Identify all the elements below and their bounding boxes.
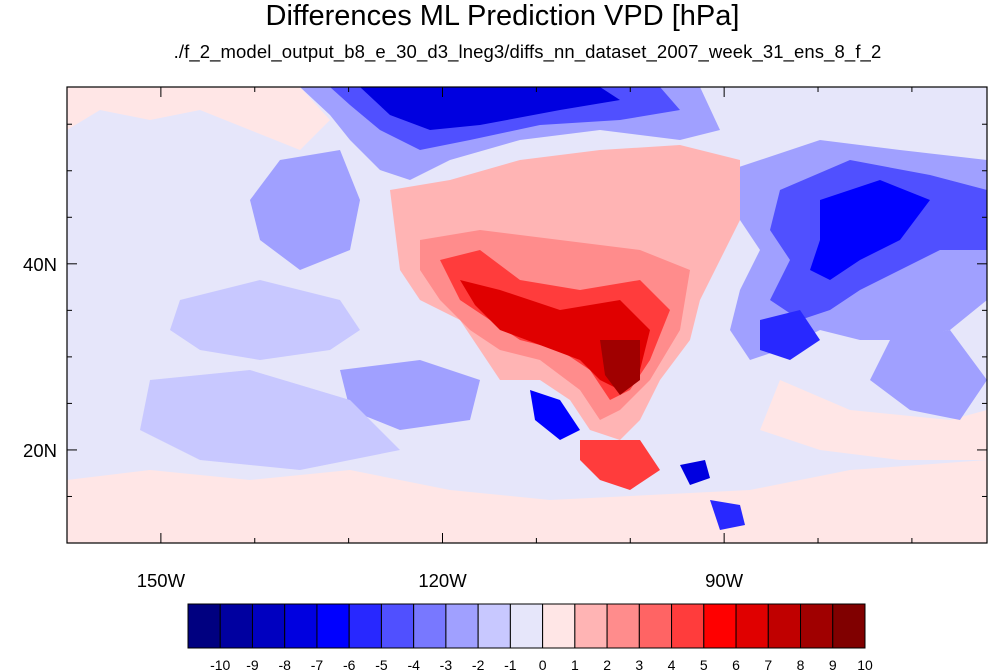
- colorbar-box: [800, 603, 834, 649]
- colorbar-box: [767, 603, 802, 649]
- colorbar-label: 0: [539, 657, 547, 672]
- anomaly-region: [340, 360, 480, 430]
- colorbar-box: [735, 603, 769, 649]
- colorbar-box: [187, 603, 221, 649]
- colorbar-box: [380, 603, 415, 649]
- anomaly-region: [870, 330, 987, 420]
- colorbar-box: [638, 603, 673, 649]
- colorbar-box: [671, 603, 705, 649]
- colorbar-box: [509, 603, 544, 649]
- colorbar-box: [542, 603, 576, 649]
- colorbar-box: [413, 603, 447, 649]
- colorbar-box: [348, 603, 382, 649]
- lon-tick-label: 90W: [705, 570, 744, 591]
- colorbar-label: 5: [700, 657, 708, 672]
- colorbar-boxes: [187, 603, 866, 649]
- colorbar-box: [832, 603, 866, 649]
- colorbar-label: -1: [504, 657, 517, 672]
- colorbar-label: -7: [311, 657, 324, 672]
- anomaly-region: [67, 460, 987, 543]
- anomaly-region: [810, 180, 930, 280]
- difference-field: [67, 87, 987, 543]
- colorbar-label: -5: [375, 657, 388, 672]
- colorbar-labels: -10 -9 -8 -7 -6 -5 -4 -3 -2 -1 0 1 2 3 4 5 6 7 8 9 10: [210, 657, 873, 672]
- map-border: [66, 86, 988, 544]
- anomaly-region: [360, 87, 620, 130]
- anomaly-region: [530, 390, 580, 440]
- colorbar-label: 4: [668, 657, 676, 672]
- anomaly-region: [760, 310, 820, 360]
- anomaly-region: [580, 440, 660, 490]
- colorbar-label: 3: [635, 657, 643, 672]
- anomaly-region: [600, 340, 640, 395]
- chart-title: Differences ML Prediction VPD [hPa]: [265, 0, 740, 32]
- colorbar-label: 6: [732, 657, 740, 672]
- colorbar-box: [703, 603, 737, 649]
- axis-ticks: 150W 120W 90W 40N 20N: [23, 87, 987, 591]
- anomaly-region: [710, 500, 745, 530]
- anomaly-region: [250, 150, 360, 270]
- colorbar-box: [606, 603, 640, 649]
- colorbar-label: -4: [407, 657, 420, 672]
- chart-subtitle: ./f_2_model_output_b8_e_30_d3_lneg3/diff…: [173, 41, 882, 62]
- colorbar-label: -8: [278, 657, 291, 672]
- colorbar-label: 8: [797, 657, 805, 672]
- colorbar-label: 9: [829, 657, 837, 672]
- colorbar-box: [477, 603, 511, 649]
- lat-tick-label: 20N: [23, 440, 57, 461]
- colorbar-label: -6: [343, 657, 356, 672]
- lon-tick-label: 120W: [418, 570, 467, 591]
- anomaly-region: [760, 380, 987, 460]
- colorbar-box: [219, 603, 253, 649]
- colorbar-label: -10: [210, 657, 230, 672]
- colorbar-box: [316, 603, 350, 649]
- anomaly-region: [680, 460, 710, 485]
- colorbar-label: 10: [857, 657, 873, 672]
- anomaly-region: [460, 280, 650, 390]
- map-plot: 150W 120W 90W 40N 20N: [23, 86, 988, 591]
- colorbar-label: -9: [246, 657, 259, 672]
- colorbar-box: [574, 603, 608, 649]
- colorbar-label: -2: [472, 657, 485, 672]
- anomaly-region: [140, 370, 400, 470]
- colorbar-box: [284, 603, 318, 649]
- anomaly-region: [67, 87, 330, 150]
- colorbar-box: [445, 603, 479, 649]
- colorbar-label: 1: [571, 657, 579, 672]
- anomaly-region: [170, 280, 360, 360]
- colorbar-label: -3: [440, 657, 453, 672]
- lat-tick-label: 40N: [23, 254, 57, 275]
- colorbar-box: [251, 603, 286, 649]
- colorbar-label: 2: [603, 657, 611, 672]
- colorbar-label: 7: [764, 657, 772, 672]
- lon-tick-label: 150W: [137, 570, 186, 591]
